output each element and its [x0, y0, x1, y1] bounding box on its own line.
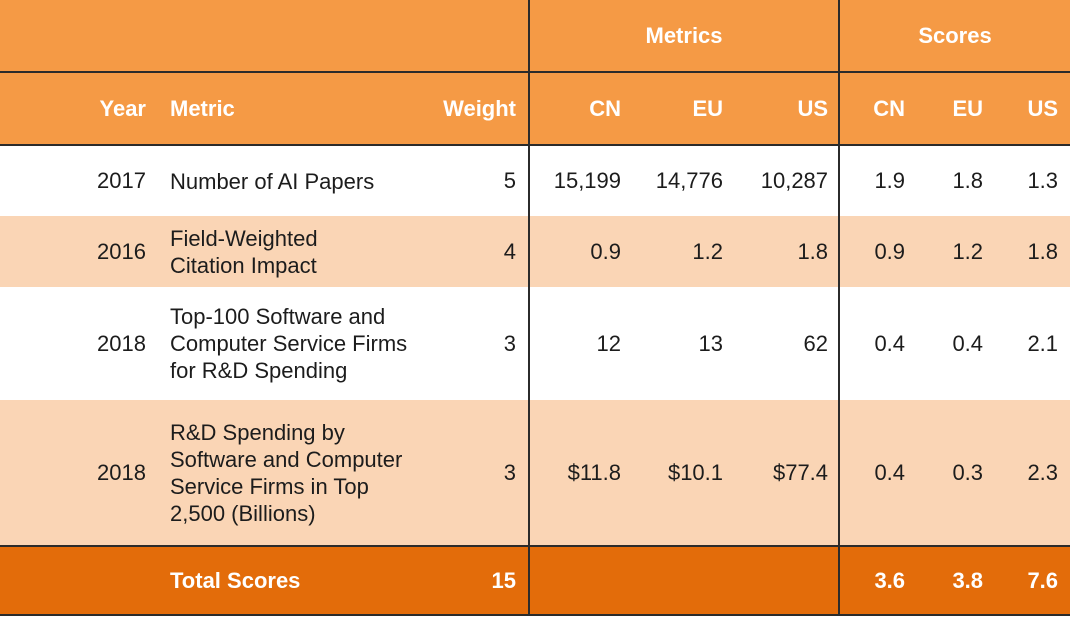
- row-weight: 3: [426, 400, 531, 546]
- metric-cn: 12: [529, 287, 632, 400]
- total-blank-eu: [631, 545, 736, 616]
- col-header-cn: CN: [529, 72, 632, 146]
- total-blank-us: [735, 545, 841, 616]
- row-weight: 5: [426, 145, 531, 216]
- metric-line: Top-100 Software and: [170, 304, 386, 329]
- score-us: 2.3: [997, 400, 1071, 546]
- metric-line: 2,500 (Billions): [170, 500, 316, 526]
- row-year: 2018: [0, 287, 158, 400]
- group-header-row: Metrics Scores: [0, 0, 1071, 73]
- metric-eu: $10.1: [631, 400, 736, 546]
- score-us: 1.8: [997, 216, 1071, 287]
- metric-us: 10,287: [735, 145, 841, 216]
- metric-cn: $11.8: [529, 400, 632, 546]
- score-us: 1.3: [997, 145, 1071, 216]
- col-header-score-us: US: [997, 72, 1071, 146]
- metric-line: Field-Weighted: [170, 225, 318, 251]
- score-eu: 1.2: [919, 216, 998, 287]
- row-weight: 3: [426, 287, 531, 400]
- row-metric: Top-100 Software and Computer Service Fir…: [158, 287, 426, 400]
- row-weight: 4: [426, 216, 531, 287]
- total-score-us: 7.6: [997, 545, 1071, 616]
- score-eu: 0.4: [919, 287, 998, 400]
- score-cn: 0.4: [839, 287, 920, 400]
- metric-cn: 0.9: [529, 216, 632, 287]
- metric-us: 62: [735, 287, 841, 400]
- row-metric: Number of AI Papers: [158, 145, 426, 216]
- metric-line: R&D Spending by: [170, 419, 345, 445]
- total-score-cn: 3.6: [839, 545, 920, 616]
- table-row: 2018 R&D Spending by Software and Computer…: [0, 400, 1071, 546]
- score-cn: 0.4: [839, 400, 920, 546]
- total-blank-cn: [529, 545, 632, 616]
- metric-eu: 1.2: [631, 216, 736, 287]
- score-cn: 1.9: [839, 145, 920, 216]
- metric-us: $77.4: [735, 400, 841, 546]
- table-row: 2017 Number of AI Papers 5 15,199 14,776 10,2…: [0, 145, 1071, 216]
- row-year: 2017: [0, 145, 158, 216]
- total-row: Total Scores 15 3.6 3.8 7.6: [0, 545, 1071, 616]
- total-score-eu: 3.8: [919, 545, 998, 616]
- group-header-blank: [0, 0, 531, 73]
- column-header-row: Year Metric Weight CN EU US CN EU US: [0, 72, 1071, 146]
- row-year: 2018: [0, 400, 158, 546]
- metric-us: 1.8: [735, 216, 841, 287]
- metric-eu: 13: [631, 287, 736, 400]
- metric-line: Software and Computer: [170, 446, 403, 472]
- group-header-scores: Scores: [839, 0, 1071, 73]
- total-year-blank: [0, 545, 158, 616]
- row-metric: R&D Spending by Software and Computer Serv…: [158, 400, 426, 546]
- score-us: 2.1: [997, 287, 1071, 400]
- group-header-metrics: Metrics: [529, 0, 841, 73]
- col-header-us: US: [735, 72, 841, 146]
- metric-line: Number of AI Papers: [170, 168, 375, 194]
- col-header-weight: Weight: [426, 72, 531, 146]
- col-header-eu: EU: [631, 72, 736, 146]
- metric-line: Citation Impact: [170, 252, 317, 278]
- col-header-year: Year: [0, 72, 158, 146]
- total-weight: 15: [426, 545, 531, 616]
- score-eu: 0.3: [919, 400, 998, 546]
- row-year: 2016: [0, 216, 158, 287]
- row-metric: Field-Weighted Citation Impact: [158, 216, 426, 287]
- col-header-score-eu: EU: [919, 72, 998, 146]
- col-header-metric: Metric: [158, 72, 426, 146]
- table-row: 2018 Top-100 Software and Computer Service…: [0, 287, 1071, 400]
- metric-line: for R&D Spending: [170, 358, 348, 383]
- metric-eu: 14,776: [631, 145, 736, 216]
- score-eu: 1.8: [919, 145, 998, 216]
- table-row: 2016 Field-Weighted Citation Impact 4 0.9 1.2…: [0, 216, 1071, 287]
- col-header-score-cn: CN: [839, 72, 920, 146]
- total-label: Total Scores: [158, 545, 426, 616]
- metric-line: Service Firms in Top: [170, 473, 369, 499]
- metric-cn: 15,199: [529, 145, 632, 216]
- score-cn: 0.9: [839, 216, 920, 287]
- metric-line: Computer Service Firms: [170, 331, 408, 356]
